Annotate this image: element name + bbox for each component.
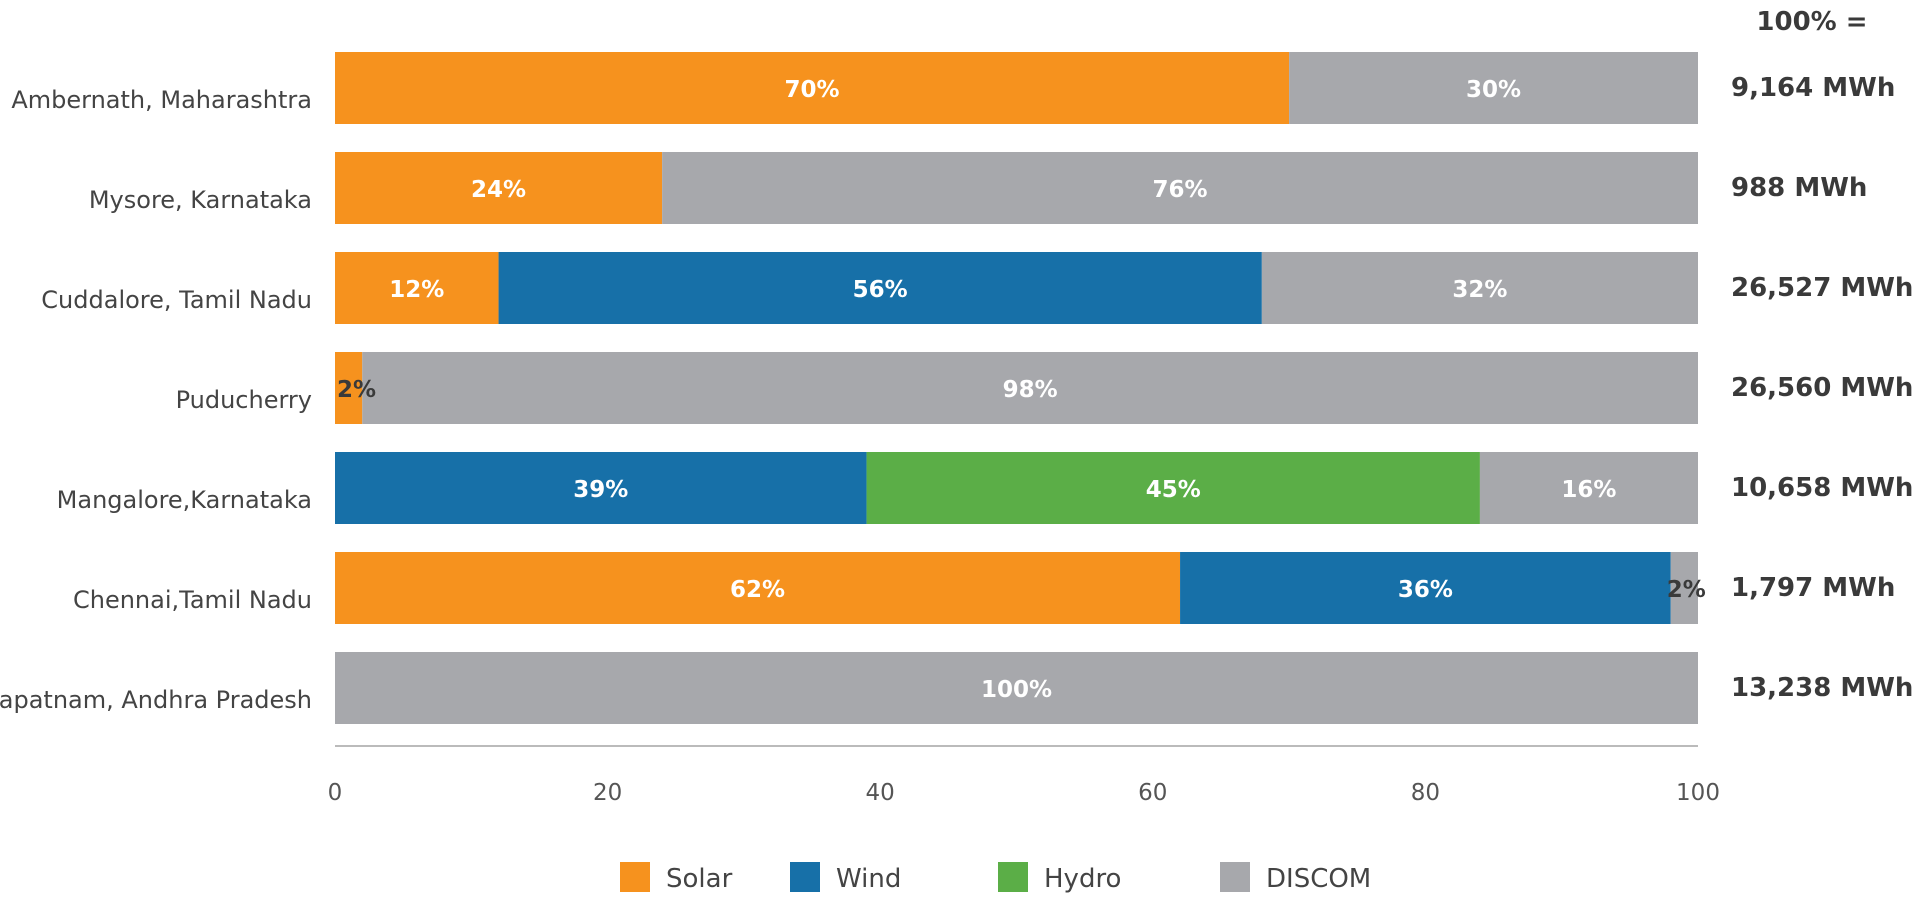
category-label: Chennai,Tamil Nadu bbox=[73, 586, 312, 614]
data-label: 76% bbox=[1153, 177, 1208, 203]
bar-segment-discom bbox=[362, 352, 1698, 424]
data-label: 2% bbox=[337, 377, 376, 403]
data-label: 100% bbox=[981, 677, 1052, 703]
x-tick-label: 60 bbox=[1138, 780, 1167, 806]
data-label: 62% bbox=[730, 577, 785, 603]
total-value: 26,560 MWh bbox=[1731, 373, 1913, 403]
data-label: 70% bbox=[785, 77, 840, 103]
x-tick-label: 40 bbox=[866, 780, 895, 806]
bar-segment-wind bbox=[1180, 552, 1671, 624]
legend-swatch-wind bbox=[790, 862, 820, 892]
legend-swatch-hydro bbox=[998, 862, 1028, 892]
totals-header: 100% = bbox=[1756, 7, 1867, 37]
data-label: 36% bbox=[1398, 577, 1453, 603]
bar-segment-discom bbox=[1670, 552, 1698, 624]
legend-layer: Solar Wind Hydro DISCOM bbox=[620, 862, 1371, 894]
category-label: Cuddalore, Tamil Nadu bbox=[41, 286, 312, 314]
total-value: 26,527 MWh bbox=[1731, 273, 1913, 303]
bar-segment-discom bbox=[335, 652, 1698, 724]
category-label: apatnam, Andhra Pradesh bbox=[0, 686, 312, 714]
bar-segment-solar bbox=[335, 352, 363, 424]
category-label: Mangalore,Karnataka bbox=[57, 486, 312, 514]
data-label: 2% bbox=[1667, 577, 1706, 603]
x-tick-label: 100 bbox=[1676, 780, 1720, 806]
data-label: 32% bbox=[1452, 277, 1507, 303]
category-label: Mysore, Karnataka bbox=[89, 186, 312, 214]
legend-swatch-solar bbox=[620, 862, 650, 892]
axis-layer: 0 20 40 60 80 100 bbox=[328, 745, 1720, 806]
category-label: Ambernath, Maharashtra bbox=[11, 86, 312, 114]
bar-segment-discom bbox=[1479, 452, 1698, 524]
bar-segment-hydro bbox=[866, 452, 1480, 524]
bar-segment-discom bbox=[1261, 252, 1698, 324]
data-label: 45% bbox=[1146, 477, 1201, 503]
data-label: 30% bbox=[1466, 77, 1521, 103]
x-tick-label: 0 bbox=[328, 780, 343, 806]
bar-segment-discom bbox=[1289, 52, 1698, 124]
x-tick-label: 20 bbox=[593, 780, 622, 806]
legend-label: Hydro bbox=[1044, 864, 1121, 894]
labels-layer: 100% = Ambernath, Maharashtra 70% 30% 9,164 … bbox=[0, 7, 1913, 714]
total-value: 9,164 MWh bbox=[1731, 73, 1895, 103]
bar-segment-solar bbox=[335, 152, 663, 224]
data-label: 98% bbox=[1003, 377, 1058, 403]
bar-segment-solar bbox=[335, 252, 499, 324]
total-value: 1,797 MWh bbox=[1731, 573, 1895, 603]
legend-label: DISCOM bbox=[1266, 864, 1371, 894]
data-label: 12% bbox=[389, 277, 444, 303]
bars-layer bbox=[335, 52, 1698, 724]
bar-segment-solar bbox=[335, 52, 1290, 124]
total-value: 10,658 MWh bbox=[1731, 473, 1913, 503]
bar-segment-wind bbox=[498, 252, 1262, 324]
total-value: 13,238 MWh bbox=[1731, 673, 1913, 703]
data-label: 39% bbox=[573, 477, 628, 503]
data-label: 56% bbox=[853, 277, 908, 303]
legend-label: Wind bbox=[836, 864, 901, 894]
legend-label: Solar bbox=[666, 864, 733, 894]
x-tick-label: 80 bbox=[1411, 780, 1440, 806]
legend-swatch-discom bbox=[1220, 862, 1250, 892]
data-label: 24% bbox=[471, 177, 526, 203]
total-value: 988 MWh bbox=[1731, 173, 1867, 203]
category-label: Puducherry bbox=[176, 386, 312, 414]
bar-segment-solar bbox=[335, 552, 1181, 624]
data-label: 16% bbox=[1561, 477, 1616, 503]
bar-segment-wind bbox=[335, 452, 867, 524]
bar-segment-discom bbox=[662, 152, 1698, 224]
